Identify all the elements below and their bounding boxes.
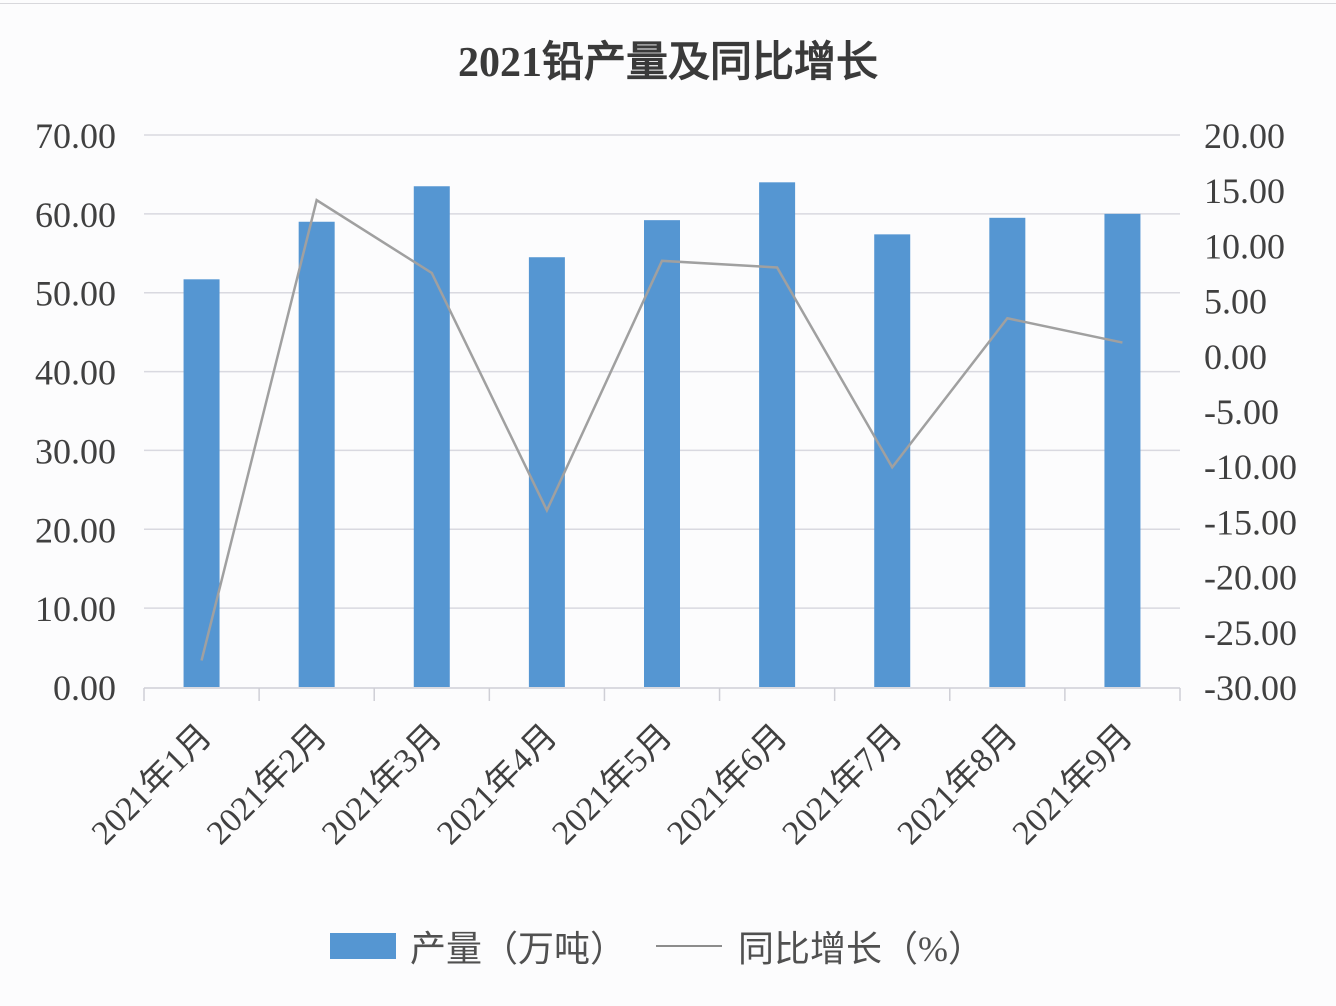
x-axis-label: 2021年5月: [545, 717, 680, 852]
right-axis-tick: -20.00: [1204, 558, 1297, 598]
chart-title: 2021铅产量及同比增长: [457, 40, 878, 86]
bar: [298, 221, 335, 687]
legend: 产量（万吨） 同比增长（%）: [330, 922, 984, 970]
legend-line-label: 同比增长（%）: [738, 929, 985, 969]
right-axis-tick: 10.00: [1204, 226, 1285, 266]
left-axis-tick: 30.00: [35, 431, 116, 471]
right-axis-tick: -30.00: [1204, 668, 1297, 708]
bar: [183, 279, 220, 687]
left-axis-tick: 20.00: [35, 510, 116, 550]
bar: [989, 217, 1026, 688]
left-axis-tick: 60.00: [35, 195, 116, 235]
x-axis-label: 2021年4月: [429, 717, 564, 852]
left-axis-tick: 50.00: [35, 274, 116, 314]
growth-line: [200, 198, 1123, 661]
legend-line-swatch: [656, 945, 723, 947]
bar: [528, 257, 565, 687]
right-axis-tick: 5.00: [1204, 282, 1267, 322]
x-axis-label: 2021年6月: [660, 717, 795, 852]
right-axis-tick: -10.00: [1204, 447, 1297, 487]
bar: [1104, 213, 1141, 687]
x-axis-label: 2021年8月: [890, 717, 1025, 852]
x-axis-label: 2021年9月: [1005, 717, 1140, 852]
right-axis-tick: 15.00: [1204, 171, 1285, 211]
right-axis-tick: 20.00: [1204, 116, 1285, 156]
right-axis-tick: -25.00: [1204, 613, 1297, 653]
left-axis-tick: 70.00: [35, 116, 116, 156]
right-axis-tick: -15.00: [1204, 502, 1297, 542]
top-border: [0, 3, 1336, 4]
bar: [759, 182, 796, 688]
x-axis-label: 2021年1月: [84, 717, 219, 852]
x-axis-label: 2021年7月: [775, 717, 910, 852]
bar: [413, 186, 450, 687]
right-axis-tick: -5.00: [1204, 392, 1279, 432]
left-axis-tick: 40.00: [35, 353, 116, 393]
x-axis-label: 2021年2月: [199, 717, 334, 852]
left-axis-tick: 0.00: [53, 668, 116, 708]
right-axis-tick: 0.00: [1204, 337, 1267, 377]
legend-bar-label: 产量（万吨）: [410, 929, 627, 969]
legend-bar-swatch: [330, 933, 396, 959]
bar: [874, 234, 911, 688]
left-axis-tick: 10.00: [35, 589, 116, 629]
bar: [644, 220, 680, 687]
x-axis-label: 2021年3月: [314, 717, 449, 852]
